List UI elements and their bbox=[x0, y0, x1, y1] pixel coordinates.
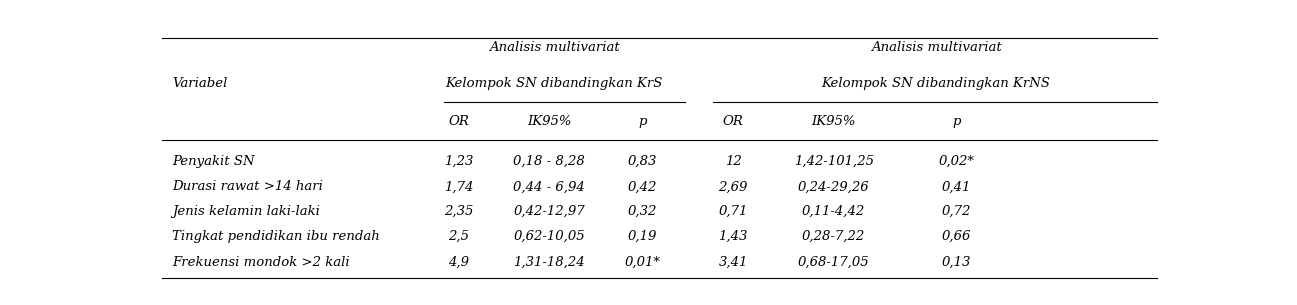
Text: 1,23: 1,23 bbox=[444, 155, 473, 167]
Text: 0,72: 0,72 bbox=[942, 205, 971, 218]
Text: Kelompok SN dibandingkan KrS: Kelompok SN dibandingkan KrS bbox=[445, 77, 663, 90]
Text: 4,9: 4,9 bbox=[449, 256, 470, 269]
Text: 1,31-18,24: 1,31-18,24 bbox=[514, 256, 585, 269]
Text: 0,62-10,05: 0,62-10,05 bbox=[514, 230, 585, 243]
Text: 0,41: 0,41 bbox=[942, 180, 971, 193]
Text: p: p bbox=[638, 115, 647, 128]
Text: 3,41: 3,41 bbox=[719, 256, 748, 269]
Text: 0,13: 0,13 bbox=[942, 256, 971, 269]
Text: 0,24-29,26: 0,24-29,26 bbox=[798, 180, 869, 193]
Text: Frekuensi mondok >2 kali: Frekuensi mondok >2 kali bbox=[173, 256, 350, 269]
Text: IK95%: IK95% bbox=[812, 115, 856, 128]
Text: Kelompok SN dibandingkan KrNS: Kelompok SN dibandingkan KrNS bbox=[821, 77, 1051, 90]
Text: 0,11-4,42: 0,11-4,42 bbox=[802, 205, 865, 218]
Text: Analisis multivariat: Analisis multivariat bbox=[489, 41, 620, 54]
Text: 2,35: 2,35 bbox=[444, 205, 473, 218]
Text: 0,42-12,97: 0,42-12,97 bbox=[514, 205, 585, 218]
Text: 1,74: 1,74 bbox=[444, 180, 473, 193]
Text: Penyakit SN: Penyakit SN bbox=[173, 155, 254, 167]
Text: 2,5: 2,5 bbox=[449, 230, 470, 243]
Text: Tingkat pendidikan ibu rendah: Tingkat pendidikan ibu rendah bbox=[173, 230, 380, 243]
Text: Variabel: Variabel bbox=[173, 77, 227, 90]
Text: 1,42-101,25: 1,42-101,25 bbox=[794, 155, 874, 167]
Text: 0,66: 0,66 bbox=[942, 230, 971, 243]
Text: Durasi rawat >14 hari: Durasi rawat >14 hari bbox=[173, 180, 323, 193]
Text: 0,83: 0,83 bbox=[628, 155, 658, 167]
Text: 0,01*: 0,01* bbox=[625, 256, 660, 269]
Text: 0,32: 0,32 bbox=[628, 205, 658, 218]
Text: IK95%: IK95% bbox=[527, 115, 572, 128]
Text: Analisis multivariat: Analisis multivariat bbox=[870, 41, 1001, 54]
Text: 0,18 - 8,28: 0,18 - 8,28 bbox=[514, 155, 585, 167]
Text: 0,02*: 0,02* bbox=[938, 155, 974, 167]
Text: 0,44 - 6,94: 0,44 - 6,94 bbox=[514, 180, 585, 193]
Text: Jenis kelamin laki-laki: Jenis kelamin laki-laki bbox=[173, 205, 320, 218]
Text: 0,28-7,22: 0,28-7,22 bbox=[802, 230, 865, 243]
Text: OR: OR bbox=[722, 115, 743, 128]
Text: 1,43: 1,43 bbox=[719, 230, 748, 243]
Text: 0,42: 0,42 bbox=[628, 180, 658, 193]
Text: 0,19: 0,19 bbox=[628, 230, 658, 243]
Text: 0,68-17,05: 0,68-17,05 bbox=[798, 256, 869, 269]
Text: 0,71: 0,71 bbox=[719, 205, 748, 218]
Text: p: p bbox=[952, 115, 961, 128]
Text: 2,69: 2,69 bbox=[719, 180, 748, 193]
Text: OR: OR bbox=[449, 115, 470, 128]
Text: 12: 12 bbox=[725, 155, 742, 167]
